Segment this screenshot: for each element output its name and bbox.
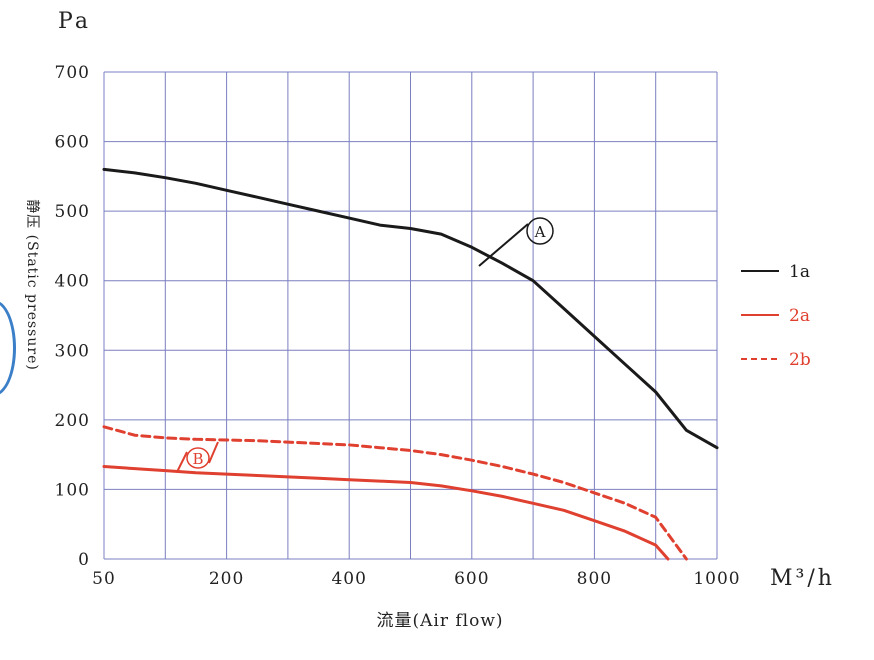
x-tick-label: 800 — [577, 569, 612, 589]
x-axis-label: 流量(Air flow) — [376, 611, 503, 631]
x-tick-label: 400 — [331, 569, 366, 589]
series-line-2a — [102, 465, 670, 561]
annotation-b-circle — [186, 447, 210, 469]
y-tick-label: 500 — [55, 202, 90, 222]
legend-label-2a: 2a — [789, 306, 810, 326]
x-unit-label: M³/h — [770, 566, 835, 591]
y-tick-label: 0 — [78, 550, 90, 570]
x-tick-label: 50 — [92, 569, 116, 589]
y-unit-label: Pa — [58, 9, 91, 34]
series-line-1a — [102, 167, 719, 450]
x-tick-label: 200 — [209, 569, 244, 589]
legend-label-1a: 1a — [789, 262, 810, 282]
series-line-2b — [102, 425, 688, 561]
chart-series — [102, 167, 719, 561]
y-axis-label: 静压 (Static pressure) — [24, 199, 40, 371]
y-tick-label: 400 — [55, 272, 90, 292]
annotation-a-leader — [478, 223, 529, 267]
annotation-a-label: A — [534, 223, 546, 241]
chart-tick-labels: 0 100 200 300 400 500 600 700 50 200 400 600 800 1000 — [55, 63, 740, 589]
x-tick-label: 1000 — [693, 569, 740, 589]
x-tick-label: 600 — [454, 569, 489, 589]
annotation-b-leader-right — [208, 441, 219, 464]
chart-annotations: AB — [176, 217, 554, 473]
y-tick-label: 600 — [55, 133, 90, 153]
chart-grid — [103, 71, 718, 560]
y-tick-label: 100 — [55, 480, 90, 500]
annotation-a-circle — [526, 217, 554, 245]
legend: 1a 2a 2b — [741, 262, 811, 370]
annotation-b-leader-left — [176, 451, 188, 473]
annotation-b-label: B — [192, 450, 203, 468]
y-tick-label: 700 — [55, 63, 90, 83]
legend-label-2b: 2b — [789, 350, 811, 370]
y-tick-label: 300 — [55, 341, 90, 361]
y-tick-label: 200 — [55, 411, 90, 431]
